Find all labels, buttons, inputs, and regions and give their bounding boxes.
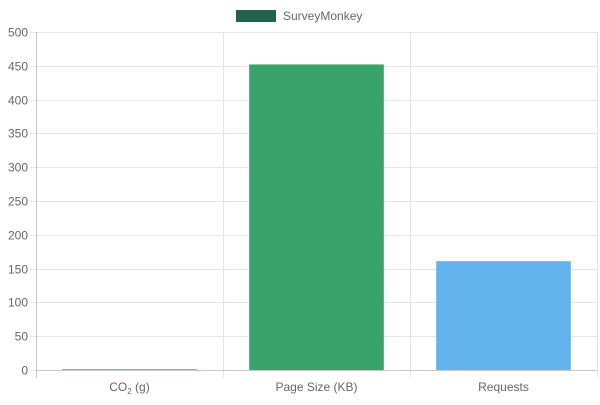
y-tick-label: 500 <box>8 26 28 40</box>
legend-swatch[interactable] <box>236 10 276 22</box>
y-tick-labels: 0 50 100 150 200 250 300 350 400 450 500 <box>8 26 28 378</box>
bar <box>62 369 197 370</box>
bars <box>62 64 571 370</box>
y-tick-label: 0 <box>21 364 28 378</box>
y-tick-label: 300 <box>8 161 28 175</box>
legend[interactable]: SurveyMonkey <box>236 9 362 23</box>
y-tick-label: 50 <box>15 330 29 344</box>
bar <box>249 64 384 370</box>
bar <box>436 261 571 370</box>
y-tick-label: 400 <box>8 94 28 108</box>
y-tick-label: 350 <box>8 127 28 141</box>
legend-label[interactable]: SurveyMonkey <box>283 9 362 23</box>
y-tick-label: 150 <box>8 263 28 277</box>
x-tick-label: CO2 (g) <box>109 380 149 396</box>
x-tick-label: Page Size (KB) <box>275 380 357 394</box>
x-tick-labels: CO2 (g) Page Size (KB) Requests <box>109 380 529 396</box>
y-tick-label: 200 <box>8 229 28 243</box>
y-tick-label: 100 <box>8 296 28 310</box>
y-tick-label: 250 <box>8 195 28 209</box>
y-tick-label: 450 <box>8 60 28 74</box>
axes <box>30 32 598 378</box>
x-tick-label: Requests <box>478 380 529 394</box>
